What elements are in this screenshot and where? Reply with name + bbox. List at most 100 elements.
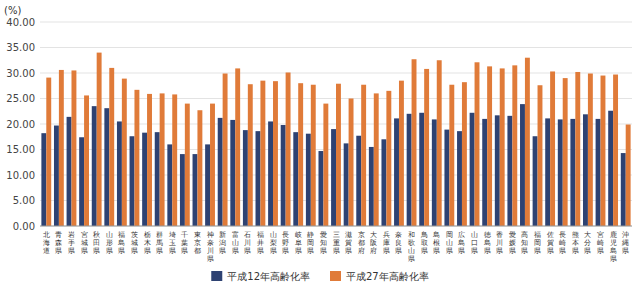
category-label: 岩手県 bbox=[68, 231, 75, 255]
category-label: 島根県 bbox=[433, 231, 440, 255]
bar bbox=[41, 133, 46, 226]
category-label-line: 三 bbox=[333, 231, 340, 239]
category-label-line: 重 bbox=[333, 239, 340, 247]
bar bbox=[104, 108, 109, 226]
category-label: 佐賀県 bbox=[547, 231, 554, 255]
category-label-line: 田 bbox=[93, 239, 100, 247]
bar bbox=[97, 53, 102, 226]
bar bbox=[621, 153, 626, 226]
category-label: 長野県 bbox=[282, 231, 289, 255]
category-label-line: 県 bbox=[144, 247, 151, 255]
category-label-line: 崎 bbox=[559, 239, 566, 247]
category-label-line: 井 bbox=[257, 239, 264, 247]
bar bbox=[419, 113, 424, 226]
x-axis: 北海道青森県岩手県宮城県秋田県山形県福島県茨城県栃木県群馬県埼玉県千葉県東京都神… bbox=[43, 231, 629, 263]
category-label-line: 潟 bbox=[219, 239, 226, 247]
category-label-line: 県 bbox=[408, 255, 415, 263]
category-label-line: 阜 bbox=[295, 239, 302, 247]
category-label-line: 県 bbox=[257, 247, 264, 255]
category-label: 山梨県 bbox=[270, 231, 277, 255]
bar bbox=[386, 91, 391, 226]
category-label-line: 川 bbox=[244, 239, 251, 247]
bar bbox=[185, 104, 190, 226]
bar bbox=[130, 136, 135, 226]
y-axis: 0.005.0010.0015.0020.0025.0030.0035.0040… bbox=[6, 17, 632, 232]
category-label-line: 滋 bbox=[345, 231, 352, 239]
tick-label: 5.00 bbox=[13, 195, 35, 206]
bar bbox=[311, 85, 316, 226]
bar bbox=[563, 78, 568, 226]
category-label-line: 福 bbox=[534, 231, 541, 239]
category-label-line: 県 bbox=[282, 247, 289, 255]
bar bbox=[54, 126, 59, 226]
tick-label: 0.00 bbox=[13, 221, 35, 232]
category-label-line: 和 bbox=[408, 231, 415, 239]
bar bbox=[331, 129, 336, 226]
bar bbox=[482, 119, 487, 226]
category-label-line: 広 bbox=[458, 231, 465, 239]
category-label-line: 都 bbox=[358, 239, 365, 247]
category-label-line: 福 bbox=[118, 231, 125, 239]
bar bbox=[155, 132, 160, 226]
category-label-line: 道 bbox=[43, 247, 50, 255]
category-label-line: 県 bbox=[534, 247, 541, 255]
category-label: 兵庫県 bbox=[383, 231, 390, 255]
category-label-line: 形 bbox=[106, 239, 113, 247]
bar bbox=[449, 85, 454, 226]
category-label-line: 城 bbox=[130, 239, 138, 247]
bar bbox=[336, 84, 341, 226]
bar bbox=[298, 83, 303, 226]
bar bbox=[550, 71, 555, 226]
category-label-line: 県 bbox=[547, 247, 554, 255]
category-label-line: 県 bbox=[156, 247, 163, 255]
category-label-line: 福 bbox=[257, 231, 264, 239]
category-label-line: 県 bbox=[584, 247, 591, 255]
bar bbox=[92, 106, 97, 226]
bar bbox=[507, 116, 512, 226]
category-label-line: 長 bbox=[559, 231, 566, 239]
category-label-line: 県 bbox=[433, 247, 440, 255]
category-label-line: 県 bbox=[458, 247, 465, 255]
bar bbox=[306, 134, 311, 226]
bar bbox=[79, 137, 84, 226]
category-label-line: 島 bbox=[433, 231, 440, 239]
bar bbox=[424, 69, 429, 226]
category-label: 福島県 bbox=[118, 231, 125, 255]
bar bbox=[218, 118, 223, 226]
category-label-line: 歌 bbox=[408, 239, 415, 247]
category-label-line: 県 bbox=[106, 247, 113, 255]
bar bbox=[381, 139, 386, 226]
category-label-line: 京 bbox=[358, 231, 365, 239]
bar bbox=[268, 121, 273, 226]
category-label-line: 奈 bbox=[395, 231, 402, 239]
tick-label: 15.00 bbox=[6, 144, 35, 155]
category-label-line: 高 bbox=[521, 231, 528, 239]
bar bbox=[109, 68, 114, 226]
category-label-line: 縄 bbox=[621, 239, 629, 247]
bar bbox=[318, 151, 323, 226]
bar bbox=[142, 133, 147, 226]
category-label-line: 兵 bbox=[383, 231, 390, 239]
category-label: 青森県 bbox=[55, 231, 62, 255]
category-label-line: 府 bbox=[370, 247, 377, 255]
category-label: 京都府 bbox=[358, 231, 365, 255]
category-label: 沖縄県 bbox=[621, 231, 629, 255]
category-label-line: 手 bbox=[68, 239, 75, 247]
category-label-line: 青 bbox=[55, 231, 62, 239]
category-label-line: 城 bbox=[80, 239, 88, 247]
bar bbox=[412, 59, 417, 226]
category-label: 愛媛県 bbox=[509, 231, 516, 255]
bar bbox=[193, 154, 198, 226]
category-label-line: 県 bbox=[471, 247, 478, 255]
category-label-line: 愛 bbox=[509, 231, 516, 239]
category-label-line: 山 bbox=[106, 231, 113, 239]
category-label-line: 大 bbox=[370, 231, 377, 239]
category-label-line: 葉 bbox=[181, 239, 188, 247]
bar bbox=[570, 119, 575, 226]
category-label-line: 栃 bbox=[144, 231, 151, 239]
category-label-line: 山 bbox=[408, 247, 415, 255]
category-label: 鳥取県 bbox=[420, 231, 428, 255]
category-label: 山形県 bbox=[106, 231, 113, 255]
category-label-line: 県 bbox=[610, 255, 617, 263]
bar bbox=[205, 144, 210, 226]
